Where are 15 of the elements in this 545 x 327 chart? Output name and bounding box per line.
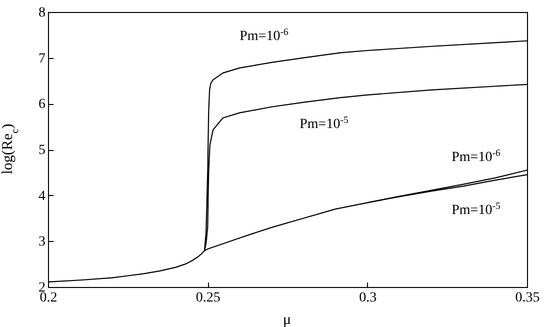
y-tick-label: 3 bbox=[38, 234, 46, 250]
x-tick-label: 0.3 bbox=[359, 290, 377, 306]
y-tick-label: 8 bbox=[38, 6, 46, 20]
annotation: Pm=10$^{-5}$ bbox=[452, 200, 500, 218]
x-axis-title: μ bbox=[282, 312, 292, 327]
y-tick-label: 4 bbox=[38, 188, 46, 204]
y-tick-label: 5 bbox=[38, 143, 46, 158]
x-tick-label: 0.25 bbox=[196, 290, 220, 306]
annotation: Pm=10$^{-6}$ bbox=[240, 26, 288, 44]
x-tick-label: 0.2 bbox=[40, 290, 58, 306]
annotation: Pm=10$^{-6}$ bbox=[452, 148, 500, 165]
annotation: Pm=10$^{-5}$ bbox=[300, 114, 348, 132]
y-tick-label: 6 bbox=[38, 97, 46, 112]
y-tick-label: 7 bbox=[38, 51, 46, 66]
x-tick-label: 0.35 bbox=[515, 290, 540, 306]
